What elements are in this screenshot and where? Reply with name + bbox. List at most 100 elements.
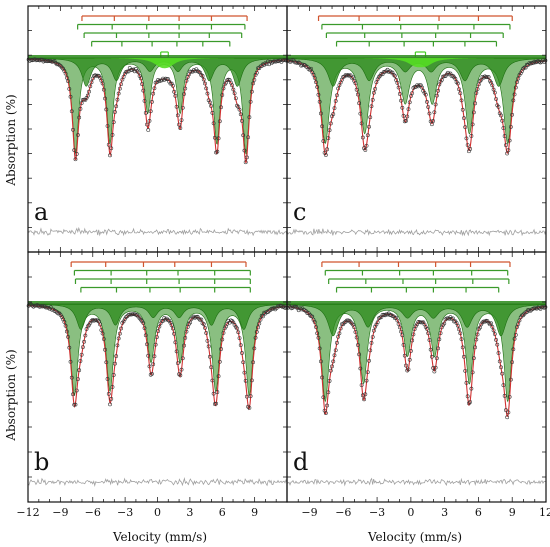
data-point: [522, 65, 527, 70]
data-point: [113, 361, 117, 366]
data-point: [180, 105, 185, 110]
data-point: [235, 326, 239, 331]
data-point: [413, 324, 418, 329]
data-point: [211, 121, 216, 126]
data-point: [214, 401, 218, 406]
data-point: [405, 368, 410, 373]
data-point: [460, 107, 465, 112]
data-point: [353, 330, 358, 334]
data-point: [321, 395, 326, 400]
data-point: [212, 135, 217, 140]
data-point: [152, 354, 157, 359]
data-point: [364, 143, 369, 148]
data-point: [489, 321, 494, 326]
data-point: [232, 322, 237, 327]
data-point: [191, 68, 196, 72]
data-point: [241, 133, 246, 138]
data-point: [85, 93, 90, 98]
data-point: [500, 371, 505, 376]
data-point: [174, 104, 179, 109]
data-point: [471, 110, 476, 115]
data-point: [496, 351, 501, 355]
data-point: [298, 306, 302, 310]
panel-b: b −12 −9 −6 −3 0 3 6 9: [16, 252, 289, 519]
data-point: [231, 87, 236, 92]
data-point: [189, 69, 194, 74]
data-point: [336, 86, 341, 91]
data-point: [89, 80, 94, 85]
data-point: [432, 110, 437, 115]
data-point: [491, 87, 496, 92]
data-point: [249, 378, 254, 383]
data-point: [111, 373, 116, 377]
data-point: [67, 345, 72, 350]
data-point: [159, 318, 164, 323]
data-point: [338, 326, 343, 331]
data-point: [485, 75, 490, 80]
data-point: [208, 354, 212, 359]
x-tick-label: 12: [539, 506, 550, 519]
data-point: [66, 334, 70, 339]
data-point: [76, 377, 80, 382]
data-point: [481, 319, 486, 324]
data-point: [156, 78, 161, 82]
data-point: [363, 392, 368, 397]
data-point: [333, 99, 338, 103]
data-point: [251, 81, 255, 86]
data-point: [216, 374, 221, 379]
data-point: [256, 66, 260, 71]
data-point: [305, 65, 310, 69]
data-point: [172, 89, 177, 94]
data-point: [201, 322, 206, 327]
data-point: [243, 378, 248, 383]
data-point: [511, 347, 516, 352]
data-point: [515, 80, 519, 85]
data-point: [235, 103, 239, 108]
data-point: [510, 112, 514, 117]
data-point: [459, 98, 464, 103]
data-point: [375, 320, 380, 325]
data-point: [327, 128, 332, 133]
data-point: [416, 84, 421, 89]
data-point: [127, 312, 132, 317]
data-point: [60, 65, 64, 70]
data-point: [67, 86, 72, 91]
data-point: [256, 325, 260, 330]
data-point: [356, 92, 360, 97]
data-point: [217, 359, 222, 364]
data-point: [335, 93, 339, 98]
data-point: [423, 92, 428, 97]
data-point: [430, 354, 434, 359]
data-point: [201, 77, 206, 82]
data-point: [115, 97, 120, 102]
data-point: [517, 318, 522, 323]
data-point: [420, 320, 424, 325]
data-point: [425, 327, 429, 331]
data-point: [359, 383, 364, 388]
data-point: [146, 353, 151, 358]
data-point: [240, 118, 244, 123]
data-point: [251, 360, 255, 365]
data-point: [53, 309, 58, 314]
data-point: [53, 61, 58, 65]
data-point: [311, 72, 316, 77]
data-point: [508, 377, 513, 382]
data-point: [219, 105, 223, 110]
data-point: [528, 308, 533, 313]
data-point: [376, 75, 381, 79]
baseline-band: [28, 301, 287, 305]
data-point: [356, 343, 360, 347]
data-point: [204, 86, 209, 91]
data-point: [474, 91, 479, 95]
data-point: [501, 126, 506, 130]
data-point: [396, 85, 401, 90]
data-point: [420, 85, 424, 90]
data-point: [184, 78, 189, 83]
data-point: [365, 370, 370, 375]
component-subspectrum: [286, 57, 547, 145]
panel-border: [286, 251, 547, 503]
data-point: [326, 136, 331, 141]
data-point: [423, 325, 428, 329]
data-point: [344, 318, 349, 323]
data-point: [117, 331, 122, 336]
